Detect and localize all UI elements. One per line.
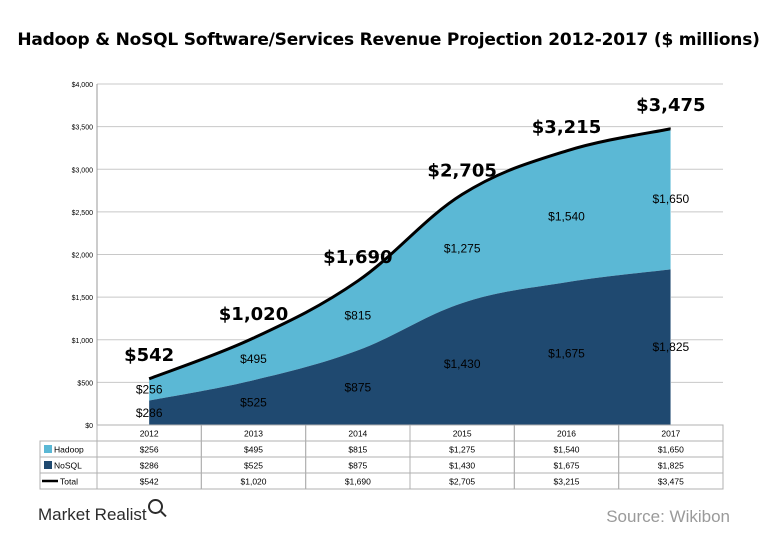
table-cell: $815	[348, 445, 367, 455]
table-row-label: Total	[60, 477, 78, 487]
data-label-total: $1,690	[323, 247, 392, 268]
data-table: 2012 2013 2014 2015 2016 2017 Hadoop $256 $495 $8…	[39, 424, 724, 490]
chart-title: Hadoop & NoSQL Software/Services Revenue…	[17, 30, 760, 50]
table-cell: $1,430	[449, 461, 475, 471]
table-cell: $286	[140, 461, 159, 471]
area-nosql	[149, 269, 671, 425]
data-label-total: $3,475	[636, 95, 705, 116]
data-label-total: $2,705	[427, 160, 496, 181]
y-axis: $0 $500 $1,000 $1,500 $2,000 $2,500 $3,000 $3,5…	[72, 82, 98, 430]
y-tick-label: $3,000	[72, 167, 94, 174]
y-tick-label: $2,000	[72, 253, 94, 260]
data-label-hadoop: $1,275	[444, 242, 481, 256]
table-cell: $495	[244, 445, 263, 455]
table-cell-border	[618, 472, 724, 490]
y-tick-label: $4,000	[72, 82, 94, 89]
data-labels: $286 $525 $875 $1,430 $1,675 $1,825 $256 $495 $8…	[124, 95, 705, 420]
table-cell: $2,705	[449, 477, 475, 487]
table-cell: $1,275	[449, 445, 475, 455]
table-cell: $1,650	[658, 445, 684, 455]
x-tick-label: 2016	[557, 429, 576, 439]
data-label-nosql: $286	[136, 406, 163, 420]
y-tick-label: $0	[85, 423, 93, 430]
y-tick-label: $3,500	[72, 125, 94, 132]
table-cell: $3,475	[658, 477, 684, 487]
series-areas	[148, 127, 672, 425]
data-label-nosql: $1,675	[548, 347, 585, 361]
brand-name: Market Realist	[38, 505, 147, 524]
brand-logo: Market Realist	[38, 499, 163, 525]
table-row-label: Hadoop	[54, 445, 84, 455]
data-label-nosql: $1,825	[652, 340, 689, 354]
data-label-hadoop: $495	[240, 352, 267, 366]
table-cell: $1,675	[554, 461, 580, 471]
y-tick-label: $500	[77, 380, 93, 387]
table-cell: $3,215	[554, 477, 580, 487]
data-label-total: $3,215	[532, 117, 601, 138]
source-note: Source: Wikibon	[606, 507, 730, 526]
magnifier-icon	[147, 499, 163, 514]
table-cell: $542	[140, 477, 159, 487]
y-tick-label: $1,000	[72, 338, 94, 345]
table-cell: $875	[348, 461, 367, 471]
table-cell: $1,690	[345, 477, 371, 487]
x-tick-label: 2017	[661, 429, 680, 439]
table-cell: $1,020	[241, 477, 267, 487]
data-label-total: $542	[124, 345, 174, 366]
data-label-hadoop: $1,650	[652, 192, 689, 206]
line-total	[148, 127, 672, 381]
table-cell: $525	[244, 461, 263, 471]
area-hadoop	[149, 128, 671, 401]
table-cell: $1,540	[554, 445, 580, 455]
data-label-hadoop: $815	[344, 309, 371, 323]
table-cell: $256	[140, 445, 159, 455]
x-tick-label: 2012	[140, 429, 159, 439]
data-label-total: $1,020	[219, 304, 288, 325]
legend-swatch	[44, 445, 52, 453]
y-tick-label: $1,500	[72, 295, 94, 302]
legend-swatch	[44, 461, 52, 469]
x-tick-label: 2013	[244, 429, 263, 439]
table-row-label: NoSQL	[54, 461, 82, 471]
data-label-hadoop: $256	[136, 383, 163, 397]
data-label-nosql: $875	[344, 381, 371, 395]
y-tick-label: $2,500	[72, 210, 94, 217]
x-tick-label: 2014	[348, 429, 367, 439]
x-tick-label: 2015	[453, 429, 472, 439]
data-label-nosql: $525	[240, 396, 267, 410]
data-label-nosql: $1,430	[444, 357, 481, 371]
data-label-hadoop: $1,540	[548, 210, 585, 224]
table-cell: $1,825	[658, 461, 684, 471]
